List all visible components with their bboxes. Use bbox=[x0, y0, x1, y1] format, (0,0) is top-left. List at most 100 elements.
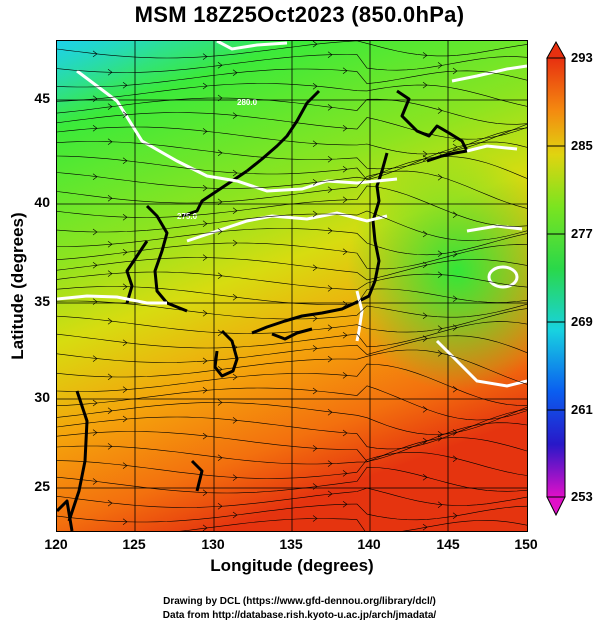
wind-arrowhead bbox=[437, 107, 443, 114]
streamlines bbox=[57, 41, 527, 531]
wind-arrowhead bbox=[217, 149, 223, 157]
wind-arrowhead bbox=[452, 143, 458, 151]
wind-arrowhead bbox=[122, 213, 128, 221]
isotherm-labels: 280.0 275.0 bbox=[177, 98, 258, 221]
wind-arrowhead bbox=[107, 195, 113, 202]
streamline bbox=[57, 257, 527, 281]
x-tick-140: 140 bbox=[357, 536, 381, 552]
wind-arrowhead bbox=[312, 140, 318, 147]
wind-arrowhead bbox=[217, 329, 223, 337]
wind-arrowhead bbox=[327, 460, 333, 467]
colorbar-tick-253: 253 bbox=[571, 489, 593, 504]
wind-arrowhead bbox=[107, 138, 113, 146]
y-axis-label: Latitude (degrees) bbox=[8, 212, 27, 360]
wind-arrowhead bbox=[92, 399, 98, 407]
wind-arrowhead bbox=[202, 82, 208, 90]
wind-arrowhead bbox=[217, 399, 223, 406]
streamline bbox=[57, 300, 527, 320]
wind-arrowhead bbox=[437, 250, 443, 258]
wind-arrowhead bbox=[92, 228, 98, 236]
wind-arrowhead bbox=[202, 310, 208, 317]
wind-arrowhead bbox=[327, 227, 333, 235]
x-tick-120: 120 bbox=[44, 536, 68, 552]
wind-arrowhead bbox=[327, 155, 333, 163]
x-tick-135: 135 bbox=[279, 536, 303, 552]
wind-arrowhead bbox=[92, 95, 98, 103]
wind-arrowhead bbox=[312, 82, 318, 90]
wind-arrowhead bbox=[232, 112, 238, 119]
streamline bbox=[57, 41, 527, 59]
wind-arrowhead bbox=[107, 240, 113, 248]
wind-arrowhead bbox=[312, 41, 318, 48]
wind-arrowhead bbox=[232, 207, 238, 215]
wind-arrowhead bbox=[312, 515, 318, 522]
wind-arrowhead bbox=[327, 186, 333, 193]
wind-arrowhead bbox=[342, 67, 348, 74]
wind-arrowhead bbox=[232, 239, 238, 247]
wind-arrowhead bbox=[342, 470, 348, 477]
wind-arrowhead bbox=[312, 178, 318, 186]
footer-credit-data: Data from http://database.rish.kyoto-u.a… bbox=[162, 610, 437, 621]
wind-arrowhead bbox=[342, 125, 348, 132]
wind-arrowhead bbox=[202, 357, 208, 365]
wind-arrowhead bbox=[217, 502, 223, 510]
wind-arrowhead bbox=[122, 82, 128, 89]
wind-arrowhead bbox=[452, 455, 458, 462]
streamline bbox=[57, 242, 527, 270]
colorbar-tick-261: 261 bbox=[571, 402, 593, 417]
wind-arrowhead bbox=[437, 350, 443, 357]
wind-arrowhead bbox=[422, 261, 428, 269]
wind-arrowhead bbox=[342, 500, 348, 508]
wind-arrowhead bbox=[437, 501, 443, 508]
wind-arrowhead bbox=[312, 483, 318, 490]
wind-arrowhead bbox=[107, 103, 113, 110]
wind-arrowhead bbox=[437, 62, 443, 69]
streamline bbox=[57, 452, 527, 479]
x-axis-label: Longitude (degrees) bbox=[210, 556, 374, 575]
wind-arrowhead bbox=[422, 52, 428, 59]
wind-arrowhead bbox=[452, 211, 458, 219]
wind-arrowhead bbox=[327, 104, 333, 111]
wind-arrowhead bbox=[327, 285, 333, 292]
y-tick-35: 35 bbox=[34, 293, 50, 309]
wind-arrowhead bbox=[202, 254, 208, 261]
wind-arrowhead bbox=[107, 407, 113, 415]
streamline bbox=[57, 271, 527, 291]
wind-arrowhead bbox=[422, 155, 428, 162]
wind-arrowhead bbox=[232, 169, 238, 177]
wind-arrowhead bbox=[92, 125, 98, 132]
wind-arrowhead bbox=[342, 429, 348, 437]
wind-arrowhead bbox=[312, 315, 318, 322]
wind-arrowhead bbox=[312, 445, 318, 452]
x-tick-125: 125 bbox=[122, 536, 146, 552]
streamline bbox=[57, 170, 527, 209]
wind-arrowhead bbox=[327, 355, 333, 363]
wind-arrowhead bbox=[452, 295, 458, 303]
streamline bbox=[57, 54, 527, 73]
wind-arrowhead bbox=[342, 331, 348, 339]
streamline bbox=[57, 228, 527, 256]
wind-arrowhead bbox=[202, 432, 208, 440]
wind-arrowhead bbox=[232, 343, 238, 351]
wind-arrowhead bbox=[327, 51, 333, 58]
x-tick-130: 130 bbox=[201, 536, 225, 552]
isotherm-label-275: 275.0 bbox=[177, 212, 198, 221]
wind-arrowhead bbox=[122, 248, 128, 256]
wind-arrowhead bbox=[422, 474, 428, 481]
streamline bbox=[57, 402, 527, 435]
wind-arrowhead bbox=[437, 151, 443, 159]
streamline bbox=[57, 123, 527, 155]
wind-arrowhead bbox=[122, 157, 128, 165]
wind-arrowhead bbox=[312, 210, 318, 218]
streamline bbox=[57, 437, 527, 465]
map-canvas: 280.0 275.0 bbox=[57, 41, 527, 531]
wind-arrowhead bbox=[327, 324, 333, 332]
cool-region-east bbox=[347, 151, 527, 391]
streamline bbox=[57, 487, 527, 508]
wind-arrowhead bbox=[122, 518, 128, 526]
x-tick-145: 145 bbox=[436, 536, 460, 552]
wind-arrowhead bbox=[202, 184, 208, 192]
x-tick-150: 150 bbox=[514, 536, 538, 552]
y-tick-25: 25 bbox=[34, 478, 50, 494]
wind-arrowhead bbox=[92, 50, 98, 58]
